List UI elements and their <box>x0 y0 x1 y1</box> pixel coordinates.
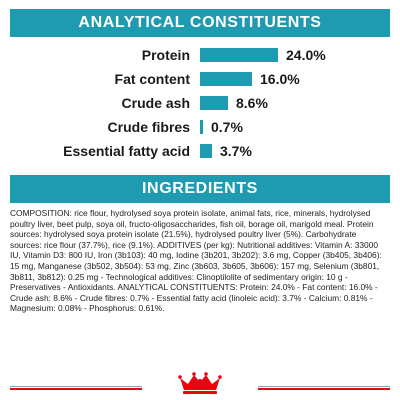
analytical-row-label: Protein <box>141 47 190 63</box>
analytical-row-value: 24.0% <box>286 47 326 63</box>
analytical-row: Essential fatty acid 3.7% <box>0 141 400 161</box>
analytical-row-value: 8.6% <box>236 95 268 111</box>
analytical-row-label: Fat content <box>114 71 190 87</box>
analytical-row-bar <box>200 96 228 110</box>
analytical-row-bar <box>200 120 203 134</box>
ingredients-title: INGREDIENTS <box>142 180 258 197</box>
analytical-constituents-title: ANALYTICAL CONSTITUENTS <box>78 14 322 31</box>
analytical-row-bar <box>200 48 278 62</box>
footer-line-left-red <box>10 388 142 390</box>
analytical-row-label: Crude fibres <box>107 119 190 135</box>
analytical-row-bar <box>200 144 212 158</box>
analytical-row: Protein 24.0% <box>0 45 400 65</box>
royal-canin-crown-logo <box>178 372 222 394</box>
analytical-row-bar <box>200 72 252 86</box>
ingredients-text: COMPOSITION: rice flour, hydrolysed soya… <box>10 208 382 314</box>
analytical-row-label: Essential fatty acid <box>63 143 190 159</box>
footer-divider <box>0 368 400 400</box>
analytical-row-value: 0.7% <box>211 119 243 135</box>
analytical-row: Crude ash 8.6% <box>0 93 400 113</box>
footer-line-left <box>10 386 142 387</box>
analytical-constituents-banner: ANALYTICAL CONSTITUENTS <box>10 9 390 37</box>
analytical-row-value: 3.7% <box>220 143 252 159</box>
analytical-row-label: Crude ash <box>121 95 190 111</box>
analytical-row-value: 16.0% <box>260 71 300 87</box>
ingredients-banner: INGREDIENTS <box>10 175 390 203</box>
analytical-row: Fat content 16.0% <box>0 69 400 89</box>
footer-line-right-red <box>258 388 390 390</box>
analytical-row: Crude fibres 0.7% <box>0 117 400 137</box>
footer-line-right <box>258 386 390 387</box>
